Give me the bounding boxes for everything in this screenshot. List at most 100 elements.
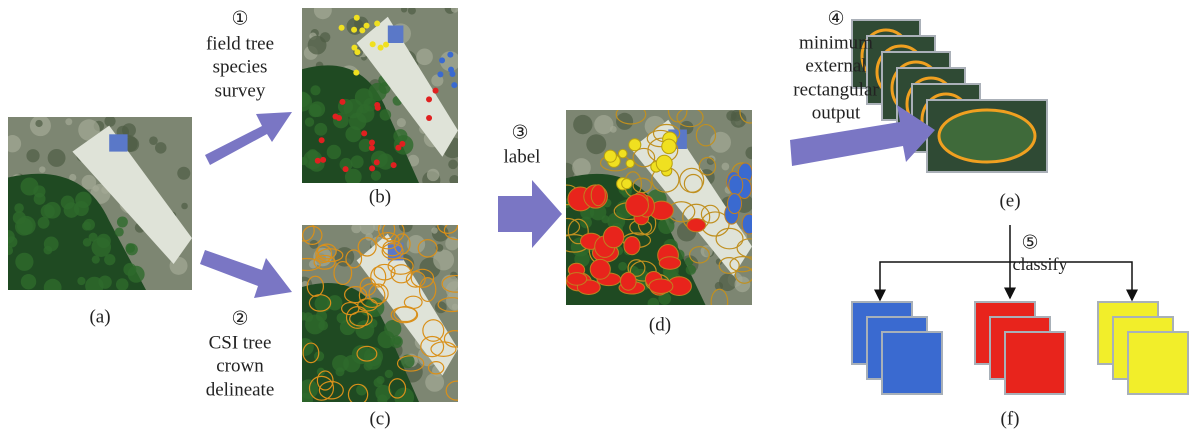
step-text: crown — [216, 355, 264, 376]
tree — [318, 321, 328, 331]
yellow-dot — [383, 42, 389, 48]
yellow-crown — [626, 159, 634, 167]
red-dot — [369, 165, 375, 171]
tree — [1, 230, 15, 244]
yellow-dot — [339, 25, 345, 31]
red-dot — [319, 137, 325, 143]
workflow-diagram: ① field tree species survey ② CSI tree c… — [0, 0, 1200, 436]
step-text: survey — [215, 80, 266, 101]
yellow-crown — [662, 139, 676, 153]
red-crown — [649, 279, 673, 294]
tree — [355, 320, 374, 339]
texture — [314, 1, 332, 19]
texture — [573, 115, 592, 134]
red-dot — [361, 130, 367, 136]
class-tile — [1128, 332, 1188, 394]
blue-dot — [448, 67, 454, 73]
tree — [85, 277, 103, 295]
class-tile — [1005, 332, 1065, 394]
building — [388, 26, 404, 44]
texture — [65, 118, 72, 125]
red-dot — [426, 96, 432, 102]
texture — [451, 5, 459, 13]
tree — [44, 246, 53, 255]
tree — [92, 256, 100, 264]
texture — [425, 373, 444, 392]
blue-dot — [447, 52, 453, 58]
tree — [128, 266, 145, 283]
texture — [416, 49, 433, 66]
red-crown — [591, 185, 605, 206]
red-crown — [603, 226, 623, 248]
tree — [34, 193, 46, 205]
step-number: ③ — [511, 122, 528, 143]
aerial-image — [294, 218, 470, 408]
aerial-image — [293, 1, 463, 189]
tree — [685, 257, 694, 266]
texture — [181, 203, 188, 210]
step-text: output — [812, 102, 861, 123]
red-crown — [687, 218, 706, 231]
red-crown — [659, 257, 680, 270]
texture — [427, 169, 439, 181]
tree — [89, 233, 98, 242]
tree — [618, 262, 627, 271]
aerial-image — [555, 98, 763, 314]
tree — [299, 379, 319, 399]
texture — [4, 135, 21, 152]
step-number: ① — [231, 8, 248, 29]
tree — [303, 312, 313, 322]
tree — [293, 92, 312, 111]
texture — [441, 275, 458, 292]
tree — [390, 335, 403, 348]
yellow-dot — [351, 27, 357, 33]
yellow-dot — [370, 41, 376, 47]
step-text: rectangular — [793, 79, 879, 100]
texture — [373, 222, 382, 231]
panel-label: (a) — [89, 306, 110, 327]
step-text: classify — [1013, 254, 1068, 274]
blue-dot — [437, 71, 443, 77]
panel-label: (f) — [1001, 408, 1020, 429]
tree — [315, 295, 332, 312]
tree — [125, 243, 135, 253]
tree — [371, 170, 381, 180]
tree — [38, 217, 50, 229]
tree — [104, 254, 115, 265]
tree — [601, 215, 609, 223]
panel-label: (d) — [649, 314, 671, 335]
texture — [431, 227, 437, 233]
yellow-crown — [622, 179, 632, 189]
red-dot — [426, 115, 432, 121]
texture — [397, 118, 406, 127]
step-text: CSI tree — [209, 332, 272, 353]
red-dot — [339, 99, 345, 105]
texture — [149, 136, 158, 145]
tree — [327, 145, 341, 159]
tree — [61, 196, 75, 210]
red-crown — [626, 194, 649, 216]
yellow-dot — [364, 23, 370, 29]
tree — [4, 246, 13, 255]
classify-branch — [880, 262, 1132, 298]
red-dot — [320, 157, 326, 163]
tree — [316, 310, 327, 321]
tree — [15, 253, 33, 271]
texture — [435, 301, 447, 313]
yellow-dot — [359, 27, 365, 33]
blue-dot — [439, 57, 445, 63]
tree — [309, 101, 325, 117]
tree — [13, 211, 26, 224]
step-text: species — [213, 56, 268, 77]
red-crown — [590, 259, 610, 279]
tree — [351, 155, 364, 168]
red-dot — [391, 162, 397, 168]
step-number: ④ — [827, 8, 844, 29]
texture — [308, 36, 327, 55]
tree — [310, 85, 320, 95]
red-dot — [395, 145, 401, 151]
tree — [83, 219, 95, 231]
red-dot — [369, 145, 375, 151]
tree — [97, 234, 111, 248]
texture — [452, 304, 458, 310]
